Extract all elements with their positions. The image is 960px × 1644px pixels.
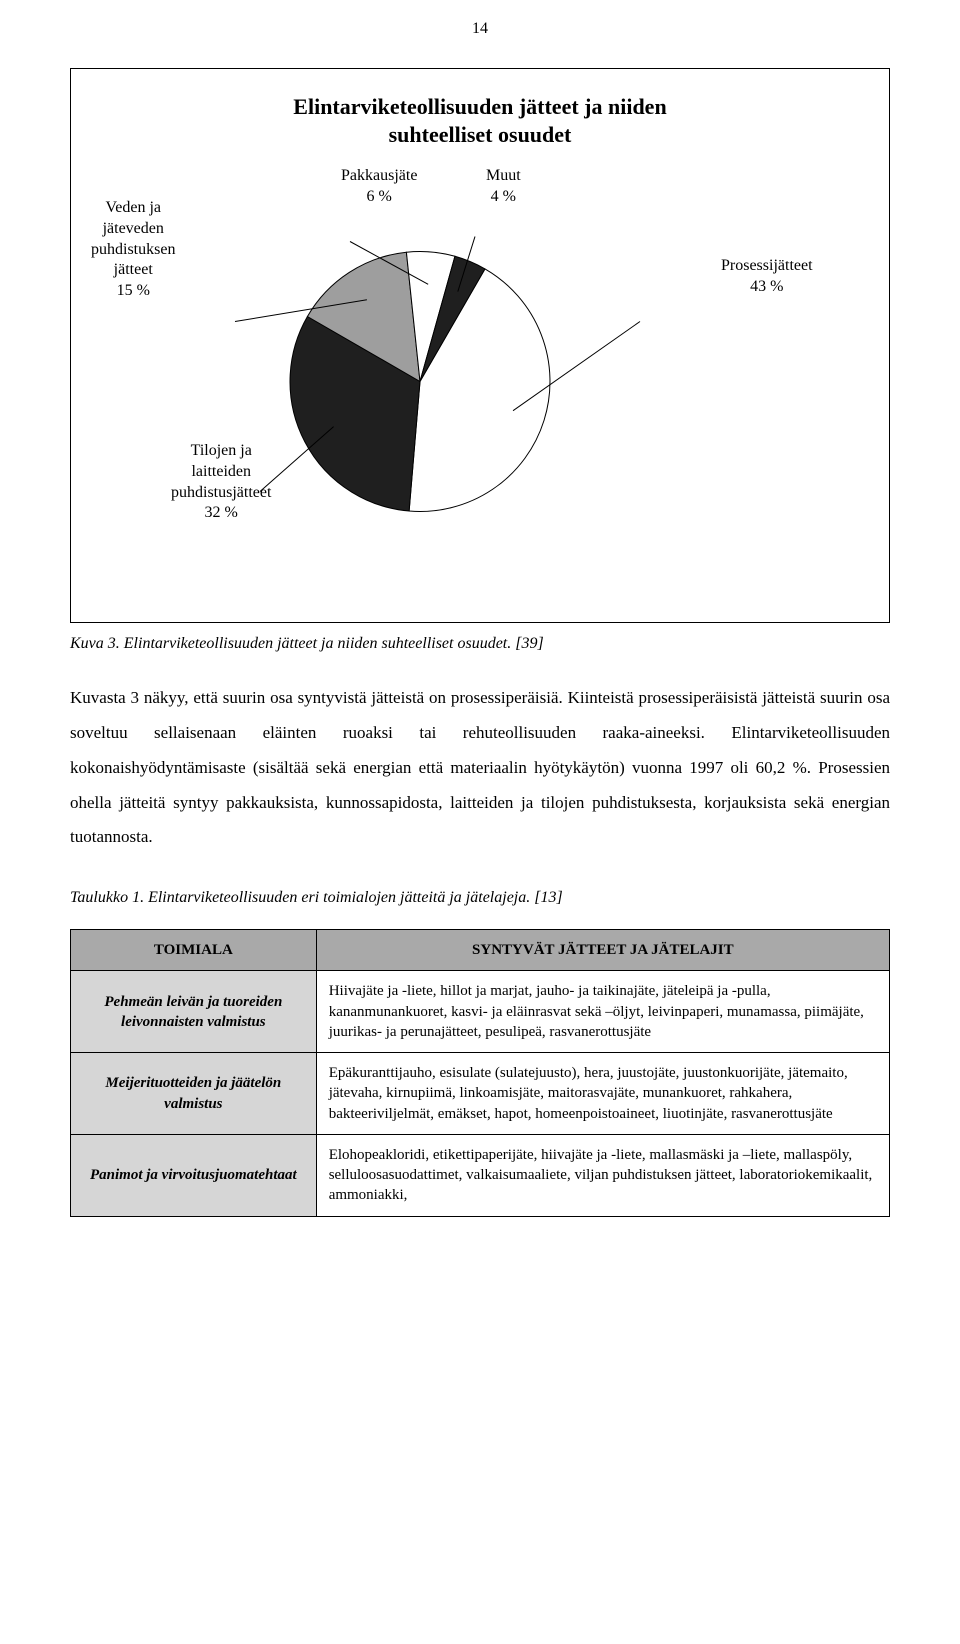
table-caption: Taulukko 1. Elintarviketeollisuuden eri … bbox=[70, 889, 890, 907]
chart-title-line2: suhteelliset osuudet bbox=[389, 122, 572, 147]
waste-table: TOIMIALA SYNTYVÄT JÄTTEET JA JÄTELAJIT P… bbox=[70, 929, 890, 1217]
table-cell-wastes: Elohopeakloridi, etikettipaperijäte, hii… bbox=[316, 1134, 889, 1216]
chart-slice-label: Tilojen jalaitteidenpuhdistusjätteet32 % bbox=[171, 441, 271, 524]
chart-title: Elintarviketeollisuuden jätteet ja niide… bbox=[91, 93, 869, 148]
table-row: Panimot ja virvoitusjuomatehtaatElohopea… bbox=[71, 1134, 890, 1216]
table-cell-sector: Meijerituotteiden ja jäätelön valmistus bbox=[71, 1053, 317, 1135]
table-cell-wastes: Epäkuranttijauho, esisulate (sulatejuust… bbox=[316, 1053, 889, 1135]
table-row: Meijerituotteiden ja jäätelön valmistusE… bbox=[71, 1053, 890, 1135]
chart-slice-label: Muut4 % bbox=[486, 166, 521, 208]
figure-caption: Kuva 3. Elintarviketeollisuuden jätteet … bbox=[70, 635, 890, 653]
chart-slice-label: Prosessijätteet43 % bbox=[721, 256, 813, 298]
table-cell-sector: Pehmeän leivän ja tuoreiden leivonnaiste… bbox=[71, 971, 317, 1053]
chart-slice-label: Pakkausjäte6 % bbox=[341, 166, 417, 208]
table-header-row: TOIMIALA SYNTYVÄT JÄTTEET JA JÄTELAJIT bbox=[71, 930, 890, 971]
table-header-right: SYNTYVÄT JÄTTEET JA JÄTELAJIT bbox=[316, 930, 889, 971]
chart-body: Prosessijätteet43 % Tilojen jalaitteidenp… bbox=[91, 166, 869, 586]
body-paragraph: Kuvasta 3 näkyy, että suurin osa syntyvi… bbox=[70, 681, 890, 855]
table-cell-wastes: Hiivajäte ja -liete, hillot ja marjat, j… bbox=[316, 971, 889, 1053]
chart-slice-label: Veden jajätevedenpuhdistuksenjätteet15 % bbox=[91, 198, 175, 302]
table-header-left: TOIMIALA bbox=[71, 930, 317, 971]
pie-chart bbox=[220, 227, 740, 542]
chart-title-line1: Elintarviketeollisuuden jätteet ja niide… bbox=[293, 94, 666, 119]
table-cell-sector: Panimot ja virvoitusjuomatehtaat bbox=[71, 1134, 317, 1216]
page-number: 14 bbox=[70, 20, 890, 38]
pie-chart-frame: Elintarviketeollisuuden jätteet ja niide… bbox=[70, 68, 890, 623]
table-row: Pehmeän leivän ja tuoreiden leivonnaiste… bbox=[71, 971, 890, 1053]
